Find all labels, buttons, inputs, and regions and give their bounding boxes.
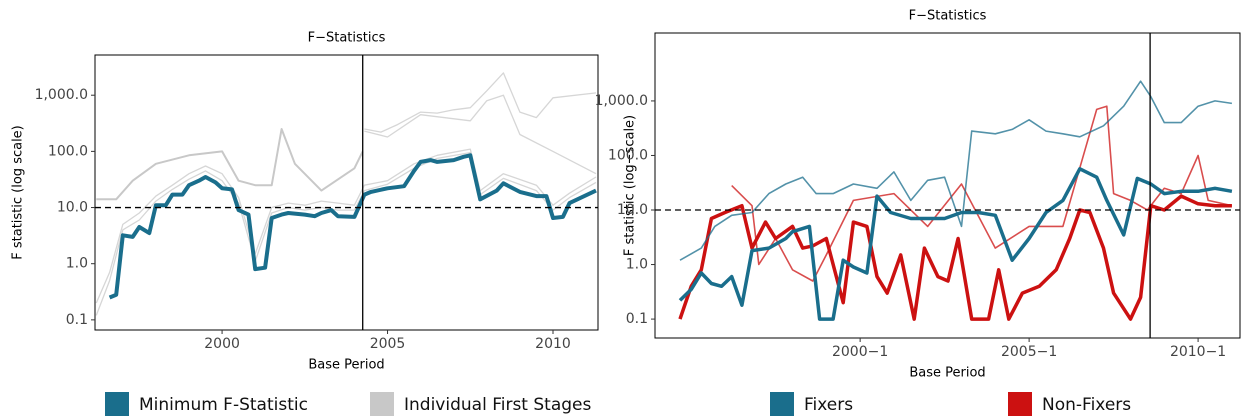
plot-lines [678,80,1233,321]
data-line [678,194,1232,321]
plot-frame [654,32,1241,339]
data-line [364,94,597,175]
y-tick-label: 1.0 [626,257,648,273]
y-axis-label: F statistic (log−scale) [623,115,638,256]
plot-lines [95,72,597,316]
y-tick-label: 0.1 [66,312,88,328]
x-tick-label: 2000−1 [832,344,888,360]
chart-title: F−Statistics [909,9,987,24]
chart-title: F−Statistics [308,31,386,46]
legend-swatch [1008,392,1032,416]
data-line [679,80,1233,261]
legend-label: Fixers [804,395,853,415]
legend-label: Non-Fixers [1042,395,1131,415]
data-line [678,167,1233,321]
x-axis-label: Base Period [909,366,985,381]
chart: F−Statistics Base Period F statistic (log … [11,31,599,416]
legend-label: Minimum F-Statistic [139,395,308,415]
chart: F−Statistics Base Period F statistic (log−… [595,9,1241,416]
x-tick-label: 2010−1 [1170,344,1226,360]
y-axis-label: F statistic (log scale) [11,125,26,260]
data-line [731,105,1233,282]
x-tick-label: 2000 [204,336,240,352]
data-line [95,151,597,316]
y-tick-label: 100.0 [608,147,648,163]
y-tick-label: 1,000.0 [595,93,648,109]
y-tick-label: 100.0 [48,143,88,159]
x-tick-label: 2005 [370,336,406,352]
y-tick-label: 1,000.0 [35,87,88,103]
plot-frame [94,54,599,331]
data-line [95,148,597,304]
legend-swatch [370,392,394,416]
x-axis-label: Base Period [308,358,384,373]
y-tick-label: 1.0 [66,256,88,272]
y-tick-label: 10.0 [617,202,648,218]
y-tick-label: 0.1 [626,311,648,327]
x-tick-label: 2010 [535,336,571,352]
legend-swatch [770,392,794,416]
data-line [96,128,364,201]
data-line [364,72,597,133]
x-tick-label: 2005−1 [1001,344,1057,360]
legend-label: Individual First Stages [404,395,592,415]
legend-swatch [105,392,129,416]
data-line [108,153,597,300]
y-tick-label: 10.0 [57,200,88,216]
